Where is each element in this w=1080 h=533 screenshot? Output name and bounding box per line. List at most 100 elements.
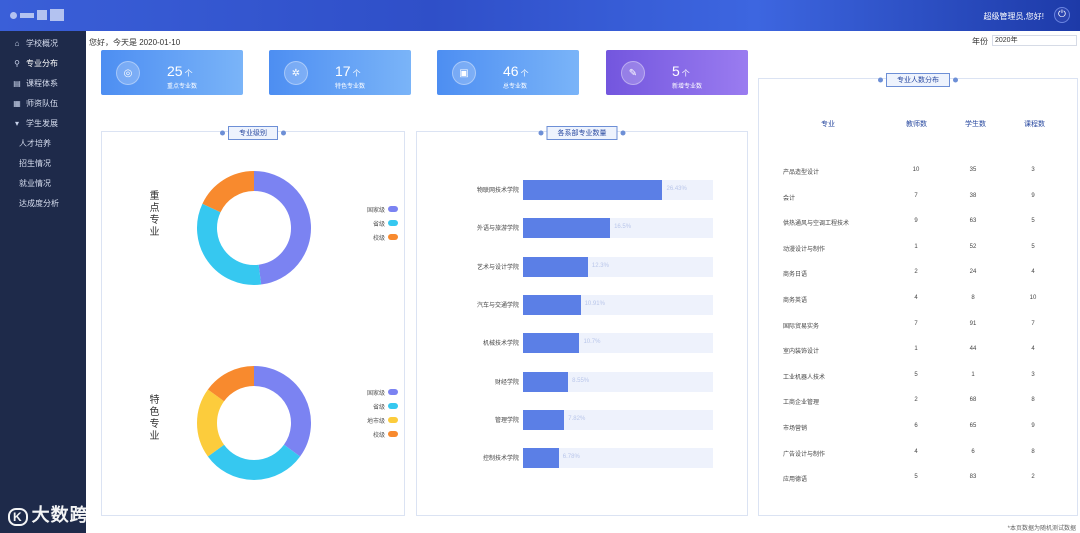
table-row[interactable]: 商务日语 2 24 4 [758, 260, 1078, 286]
legend-item[interactable]: 国家级 [318, 202, 398, 216]
cell-students: 1 [971, 371, 975, 378]
table-row[interactable]: 工商企业管理 2 68 8 [758, 388, 1078, 414]
legend-item[interactable]: 校级 [318, 230, 398, 244]
cell-major: 市场营销 [783, 426, 808, 432]
dept-bar-track: 26.43% [523, 180, 713, 200]
cell-courses: 8 [1031, 448, 1035, 455]
legend-label: 国家级 [366, 390, 385, 397]
dept-bar-row[interactable]: 控制技术学院 6.78% [397, 448, 717, 469]
donut-slice-2[interactable] [197, 203, 262, 285]
school-icon: ⌂ [14, 38, 20, 48]
dept-bar-row[interactable]: 外语与旅游学院 16.5% [397, 218, 717, 239]
dept-bar-row[interactable]: 财经学院 8.55% [397, 371, 717, 392]
donut-slice-1[interactable] [253, 366, 311, 457]
dept-bar-value: 16.5% [614, 224, 632, 231]
sidebar-subitem-enrollment[interactable]: 招生情况 [19, 158, 51, 168]
cell-students: 65 [969, 423, 977, 429]
cell-major: 广告设计与制作 [783, 451, 826, 458]
dept-bar-fill [523, 256, 588, 277]
cell-students: 38 [969, 192, 977, 199]
panel-title: 专业级别 [228, 126, 278, 140]
legend-item[interactable]: 校级 [318, 427, 398, 441]
dept-bar-row[interactable]: 机械技术学院 10.7% [397, 333, 717, 354]
dept-bar-fill [523, 448, 559, 469]
legend-item[interactable]: 国家级 [318, 385, 398, 399]
cell-courses: 10 [1029, 295, 1037, 301]
table-row[interactable]: 国际贸易实务 7 91 7 [758, 312, 1078, 338]
donut-slice-1[interactable] [253, 171, 311, 285]
cell-major: 商务英语 [783, 298, 808, 304]
legend-swatch [388, 431, 398, 437]
dept-bar-value: 26.43% [666, 186, 687, 192]
dept-bar-label: 管理学院 [494, 417, 519, 424]
table-row[interactable]: 室内装饰设计 1 44 4 [758, 337, 1078, 363]
table-row[interactable]: 市场营销 6 65 9 [758, 414, 1078, 440]
book-icon: ▤ [13, 78, 21, 88]
dept-bar-row[interactable]: 管理学院 7.82% [397, 409, 717, 430]
cell-teachers: 2 [914, 269, 918, 276]
dept-bar-row[interactable]: 汽车与交通学院 10.91% [397, 294, 717, 315]
stat-card-total-majors: ▣ 46 个 总专业数 [437, 50, 579, 95]
dept-bar-label: 财经学院 [494, 379, 519, 386]
col-major: 专业 [821, 121, 835, 128]
dept-bar-row[interactable]: 艺术与设计学院 12.3% [397, 256, 717, 277]
donut-slice-4[interactable] [207, 366, 255, 402]
stat-label: 总专业数 [503, 84, 528, 90]
key-major-donut [197, 171, 311, 285]
legend-item[interactable]: 地市级 [318, 413, 398, 427]
cell-students: 8 [971, 295, 975, 301]
cell-teachers: 4 [914, 448, 918, 455]
sidebar-subitem-employment[interactable]: 就业情况 [19, 178, 51, 188]
cell-courses: 5 [1031, 218, 1035, 225]
table-row[interactable]: 商务英语 4 8 10 [758, 286, 1078, 312]
stat-card-feature-majors: ✲ 17 个 特色专业数 [269, 50, 411, 95]
sidebar-item-student-development[interactable]: ▾ 学生发展 [0, 113, 86, 133]
donut-slice-3[interactable] [197, 389, 225, 457]
col-students: 学生数 [965, 121, 986, 128]
table-row[interactable]: 应用德语 5 83 2 [758, 465, 1078, 491]
dept-bar-track: 10.91% [523, 294, 713, 315]
sidebar-item-course-system[interactable]: ▤ 课程体系 [13, 78, 58, 88]
dept-bar-row[interactable]: 物联网技术学院 26.43% [397, 180, 717, 200]
sidebar-subitem-achievement-analysis[interactable]: 达成度分析 [19, 198, 59, 208]
feature-major-donut [197, 366, 311, 480]
major-level-panel: 专业级别 重点专业 国家级 省级 校级 特色专业 国家级 省级 地市级 校级 [101, 126, 405, 516]
year-select[interactable]: 2020年 [992, 35, 1077, 46]
sidebar-item-faculty[interactable]: ▦ 师资队伍 [13, 98, 58, 108]
stat-label: 新增专业数 [672, 84, 703, 90]
table-row[interactable]: 动漫设计与制作 1 52 5 [758, 235, 1078, 261]
sidebar-item-major-distribution[interactable]: ⚲ 专业分布 [0, 53, 86, 73]
sidebar-subitem-talent-training[interactable]: 人才培养 [19, 138, 51, 148]
key-major-legend: 国家级 省级 校级 [318, 202, 398, 244]
legend-swatch [388, 403, 398, 409]
dept-bar-fill [523, 294, 581, 315]
donut-slice-3[interactable] [202, 171, 255, 213]
graduation-cap-icon: ▾ [14, 118, 19, 128]
dept-bar-fill [523, 180, 663, 200]
stat-card-key-majors: ◎ 25 个 重点专业数 [101, 50, 243, 95]
legend-swatch [388, 220, 398, 226]
gear-icon: ✲ [284, 61, 308, 85]
dept-bar-fill [523, 333, 580, 354]
table-row[interactable]: 供热通风与空调工程技术 9 63 5 [758, 209, 1078, 235]
cell-teachers: 1 [914, 346, 918, 353]
stat-value: 17 [335, 63, 351, 79]
sidebar: ⌂ 学校概况 ⚲ 专业分布 ▤ 课程体系 ▦ 师资队伍 ▾ 学生发展 人才培养 招生情况 … [0, 31, 86, 533]
cell-students: 63 [969, 218, 977, 225]
cell-major: 国际贸易实务 [783, 323, 820, 330]
table-row[interactable]: 广告设计与制作 4 6 8 [758, 440, 1078, 466]
table-row[interactable]: 会计 7 38 9 [758, 184, 1078, 210]
sidebar-item-school-overview[interactable]: ⌂ 学校概况 [0, 33, 86, 53]
microscope-icon: ⚲ [14, 58, 20, 68]
table-row[interactable]: 产品造型设计 10 35 3 [758, 158, 1078, 184]
year-label: 年份 [972, 37, 988, 46]
donut-slice-2[interactable] [207, 444, 301, 480]
col-teachers: 教师数 [906, 121, 927, 128]
power-icon[interactable]: ⏻ [1054, 7, 1070, 23]
legend-item[interactable]: 省级 [318, 216, 398, 230]
dept-bar-value: 7.82% [568, 415, 586, 422]
dept-bar-label: 控制技术学院 [482, 456, 519, 463]
legend-item[interactable]: 省级 [318, 399, 398, 413]
table-row[interactable]: 工业机器人技术 5 1 3 [758, 363, 1078, 389]
dept-bar-track: 8.55% [523, 371, 713, 392]
